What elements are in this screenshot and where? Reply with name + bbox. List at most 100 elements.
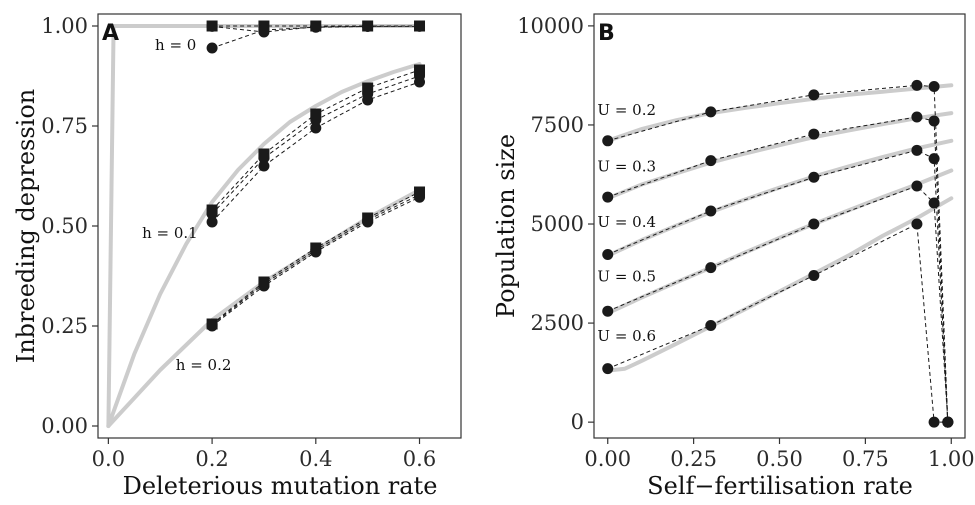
panel-b-theory-curve-3 [605, 168, 954, 316]
panel-b-y-tick-label: 5000 [531, 212, 584, 236]
panel-a-point-circle [258, 26, 270, 38]
panel-a-point-square [414, 64, 426, 76]
panel-a-points [206, 20, 426, 332]
panel-a-annotation: h = 0.1 [142, 224, 198, 242]
panel-b-point-circle [928, 197, 940, 209]
panel-b-axes: 0.00 0.25 0.50 0.75 1.00 0 2500 5000 7500 10000 [517, 13, 975, 471]
panel-a-point-circle [206, 42, 218, 54]
panel-b-annotation: U = 0.6 [597, 327, 656, 345]
panel-b-point-circle [602, 249, 614, 261]
panel-b-series-lines [607, 84, 949, 423]
panel-a-point-circle [206, 208, 218, 220]
panel-b-point-circle [911, 180, 923, 192]
panel-a-y-tick-label: 0.00 [41, 414, 88, 438]
panel-b-point-circle [911, 79, 923, 91]
panel-a-point-circle [206, 216, 218, 228]
panel-b-x-tick-label: 0.50 [756, 447, 803, 471]
panel-a-annotation: h = 0 [155, 36, 196, 54]
panel-b-point-circle [928, 115, 940, 127]
panel-b-series-line-2 [607, 149, 949, 423]
panel-a-point-circle [310, 114, 322, 126]
panel-b-point-circle [705, 205, 717, 217]
panel-b-annotation: U = 0.5 [597, 267, 656, 285]
panel-b-point-circle [808, 218, 820, 230]
panel-b-point-circle [911, 218, 923, 230]
panel-a-point-circle [362, 94, 374, 106]
panel-b-y-tick-label: 10000 [517, 14, 584, 38]
panel-b-theory-curve-1 [605, 111, 954, 201]
panel-a-point-circle [206, 20, 218, 32]
panel-b-point-circle [808, 128, 820, 140]
panel-b-series-line-4 [607, 223, 948, 423]
panel-a-point-circle [206, 320, 218, 332]
panel-b-point-circle [705, 262, 717, 274]
panel-a-point-circle [414, 76, 426, 88]
panel-b-x-tick-label: 1.00 [928, 447, 975, 471]
panel-b-letter: B [598, 21, 615, 46]
panel-b-point-circle [705, 319, 717, 331]
panel-a-x-tick-label: 0.6 [403, 447, 436, 471]
panel-a-point-square [310, 108, 322, 120]
panel-b-y-tick-label: 2500 [531, 311, 584, 335]
panel-a-axes: 0.0 0.2 0.4 0.6 0.00 0.25 0.50 0.75 1.00 [41, 13, 462, 471]
panel-b-point-circle [705, 155, 717, 167]
panel-a-x-tick-label: 0.0 [92, 447, 125, 471]
panel-b-theory-curve-4 [605, 196, 954, 373]
panel-a-y-tick-label: 0.25 [41, 314, 88, 338]
panel-a-point-circle [310, 246, 322, 258]
panel-b-series-line-0 [607, 84, 949, 423]
panel-b-point-circle [928, 153, 940, 165]
panel-b-point-circle [602, 363, 614, 375]
panel-a-x-tick-label: 0.4 [299, 447, 332, 471]
panel-b-theory-curve-0 [605, 83, 954, 143]
panel-b: U = 0.2 U = 0.3 U = 0.4 U = 0.5 U = 0.6 0.00… [492, 13, 975, 500]
panel-b-annotation: U = 0.3 [597, 157, 656, 175]
panel-b-points [602, 79, 954, 428]
panel-b-theory-curves [605, 83, 954, 373]
panel-b-theory-curve-2 [605, 138, 954, 258]
panel-a-y-tick-label: 0.75 [41, 114, 88, 138]
panel-b-series-line-1 [607, 116, 949, 423]
panel-b-point-circle [602, 191, 614, 203]
panel-a-point-circle [362, 216, 374, 228]
panel-b-point-circle [808, 89, 820, 101]
panel-b-point-circle [602, 305, 614, 317]
panel-a-point-circle [414, 20, 426, 32]
panel-a-annotations: h = 0 h = 0.1 h = 0.2 [142, 36, 231, 374]
panel-a-series-lines [211, 25, 420, 327]
panel-a-series-line-7 [211, 194, 420, 326]
panel-b-y-axis-title: Population size [492, 134, 520, 318]
panel-a-point-circle [414, 191, 426, 203]
panel-a-series-line-4 [211, 75, 420, 215]
panel-a-point-circle [258, 160, 270, 172]
panel-a-point-circle [258, 280, 270, 292]
panel-b-x-tick-label: 0.00 [584, 447, 631, 471]
panel-a-annotation: h = 0.2 [176, 356, 232, 374]
panel-b-annotation: U = 0.2 [597, 101, 656, 119]
panel-b-series-line-3 [607, 185, 949, 423]
panel-a-letter: A [102, 21, 119, 46]
panel-b-annotation: U = 0.4 [597, 213, 656, 231]
panel-a-point-square [362, 82, 374, 94]
panel-b-x-tick-label: 0.25 [670, 447, 717, 471]
panel-b-point-circle [911, 111, 923, 123]
panel-a-point-circle [258, 152, 270, 164]
panel-b-point-circle [928, 416, 940, 428]
panel-a-x-tick-label: 0.2 [195, 447, 228, 471]
panel-b-x-axis-title: Self−fertilisation rate [647, 472, 913, 500]
panel-a-series-line-5 [211, 81, 420, 223]
panel-a-x-axis-title: Deleterious mutation rate [123, 472, 438, 500]
panel-a-y-axis-title: Inbreeding depression [12, 89, 40, 364]
panel-a: h = 0 h = 0.1 h = 0.2 0.0 0.2 0.4 0.6 0.00 0.25… [12, 13, 462, 500]
panel-b-point-circle [602, 135, 614, 147]
panel-b-point-circle [928, 81, 940, 93]
panel-b-y-tick-label: 0 [571, 410, 584, 434]
panel-a-theory-curve-1 [106, 62, 422, 428]
panel-b-annotations: U = 0.2 U = 0.3 U = 0.4 U = 0.5 U = 0.6 [597, 101, 656, 345]
panel-a-y-tick-label: 0.50 [41, 214, 88, 238]
panel-b-point-circle [942, 416, 954, 428]
panel-b-y-tick-label: 7500 [531, 113, 584, 137]
panel-b-point-circle [911, 144, 923, 156]
panel-a-series-line-8 [211, 196, 420, 327]
